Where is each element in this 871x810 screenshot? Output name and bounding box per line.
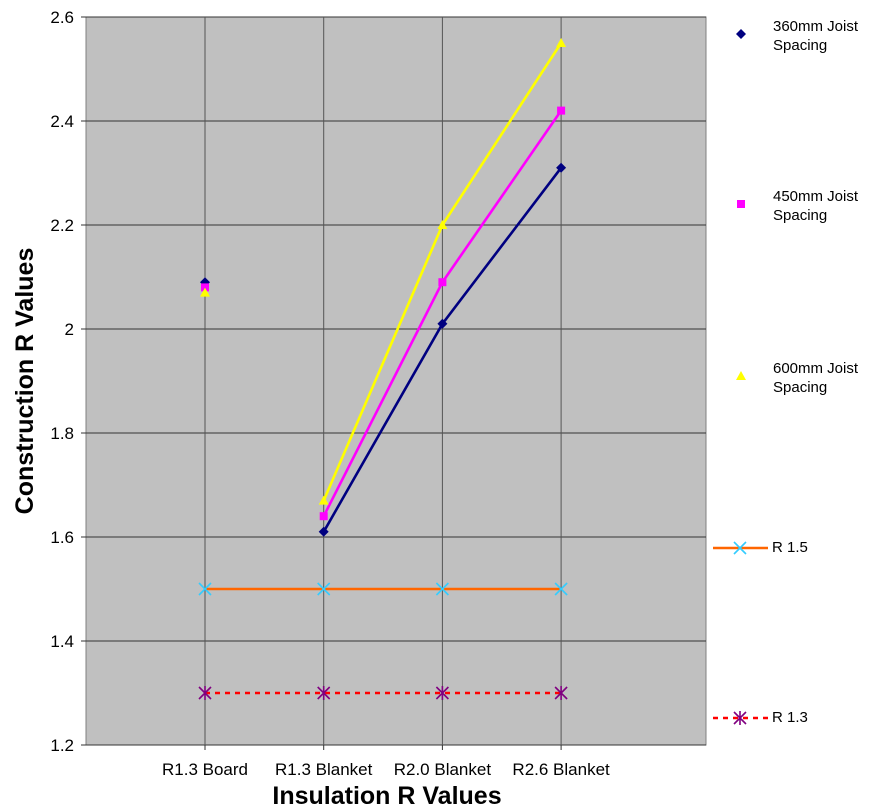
y-tick-label: 1.4 bbox=[50, 632, 74, 651]
data-point-x bbox=[198, 582, 212, 596]
series-5 bbox=[198, 686, 568, 700]
y-tick-label: 2.6 bbox=[50, 8, 74, 27]
legend-item-1: 360mm Joist Spacing bbox=[736, 18, 859, 54]
y-axis-ticks: 1.2 1.4 1.6 1.8 2 2.2 2.4 2.6 bbox=[50, 8, 86, 755]
data-point-triangle bbox=[318, 495, 329, 505]
legend-label: R 1.5 bbox=[772, 539, 808, 556]
data-point-triangle bbox=[556, 38, 567, 47]
data-point-x bbox=[733, 541, 747, 555]
legend: 360mm Joist Spacing 450mm Joist Spacing 600m… bbox=[713, 18, 859, 726]
y-tick-label: 1.8 bbox=[50, 424, 74, 443]
gridlines bbox=[86, 16, 706, 746]
y-axis-title: Construction R Values bbox=[11, 248, 39, 515]
data-point-diamond bbox=[318, 526, 329, 537]
data-point-star bbox=[733, 711, 747, 725]
series-3 bbox=[200, 38, 567, 505]
data-point-square bbox=[557, 106, 566, 115]
data-point-diamond bbox=[736, 29, 746, 39]
legend-item-5: R 1.3 bbox=[713, 709, 808, 726]
series-2 bbox=[201, 106, 566, 521]
data-point-diamond bbox=[437, 318, 448, 329]
y-tick-label: 2 bbox=[65, 320, 74, 339]
x-tick-label: R2.0 Blanket bbox=[394, 760, 492, 779]
legend-label: 360mm Joist Spacing bbox=[773, 18, 859, 54]
data-point-square bbox=[319, 512, 328, 521]
data-point-triangle bbox=[200, 287, 210, 297]
series-group bbox=[198, 38, 568, 700]
x-axis-title: Insulation R Values bbox=[272, 782, 501, 810]
legend-item-4: R 1.5 bbox=[713, 539, 808, 556]
data-point-star bbox=[198, 686, 212, 700]
data-point-square bbox=[438, 278, 447, 287]
x-tick-label: R1.3 Board bbox=[162, 760, 248, 779]
data-point-star bbox=[435, 686, 449, 700]
legend-item-3: 600mm Joist Spacing bbox=[736, 360, 859, 396]
data-point-star bbox=[554, 686, 568, 700]
data-point-diamond bbox=[556, 162, 567, 173]
data-point-square bbox=[201, 283, 209, 292]
series-4 bbox=[198, 582, 568, 596]
y-tick-label: 2.2 bbox=[50, 216, 74, 235]
x-tick-label: R2.6 Blanket bbox=[512, 760, 610, 779]
plot-area bbox=[85, 16, 707, 746]
data-point-star bbox=[317, 686, 331, 700]
y-tick-label: 1.6 bbox=[50, 528, 74, 547]
legend-item-2: 450mm Joist Spacing bbox=[737, 188, 859, 224]
data-point-triangle bbox=[736, 371, 746, 380]
y-tick-label: 1.2 bbox=[50, 736, 74, 755]
legend-label: R 1.3 bbox=[772, 709, 808, 726]
legend-label: 600mm Joist Spacing bbox=[773, 360, 859, 396]
legend-label: 450mm Joist Spacing bbox=[773, 188, 859, 224]
data-point-x bbox=[317, 582, 331, 596]
data-point-x bbox=[435, 582, 449, 596]
y-tick-label: 2.4 bbox=[50, 112, 74, 131]
data-point-triangle bbox=[437, 220, 448, 229]
x-axis-ticks: R1.3 Board R1.3 Blanket R2.0 Blanket R2.6 B… bbox=[162, 745, 610, 779]
data-point-square bbox=[737, 200, 745, 208]
data-point-x bbox=[554, 582, 568, 596]
x-tick-label: R1.3 Blanket bbox=[275, 760, 373, 779]
